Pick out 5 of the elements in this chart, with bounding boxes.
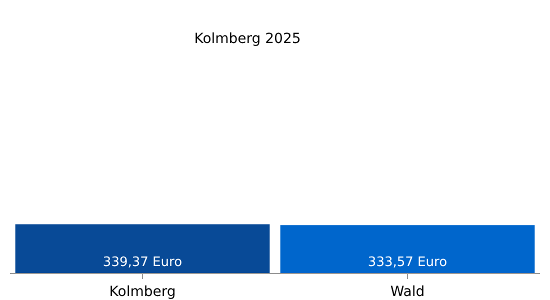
x-tick-label: Kolmberg [109,284,176,300]
x-tick-label: Wald [390,284,425,300]
chart-title: Kolmberg 2025 [194,30,301,47]
data-label: 339,37 Euro [102,255,182,270]
data-label: 333,57 Euro [368,255,448,270]
